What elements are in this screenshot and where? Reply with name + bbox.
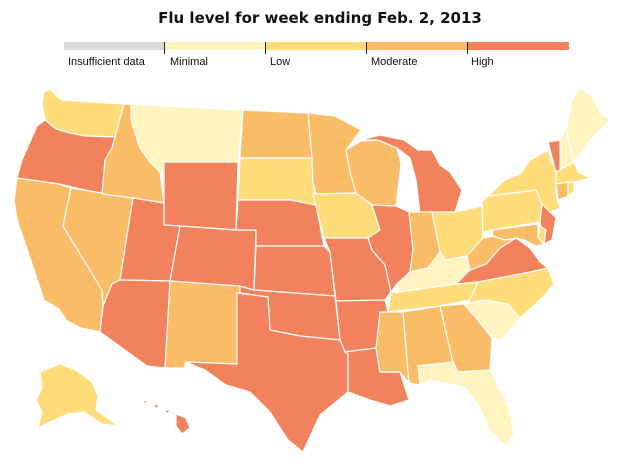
legend-tick [164, 42, 165, 54]
legend: Insufficient data Minimal Low Moderate H… [0, 0, 640, 80]
state-ND[interactable] [239, 109, 313, 159]
legend-swatch-moderate [366, 42, 467, 50]
state-FL[interactable] [417, 361, 515, 447]
state-RI[interactable] [567, 181, 575, 197]
legend-label-high: High [471, 56, 494, 68]
state-IL[interactable] [367, 204, 414, 293]
legend-label-insufficient: Insufficient data [68, 56, 145, 68]
state-WY[interactable] [163, 161, 239, 231]
state-ME[interactable] [565, 87, 611, 163]
legend-tick [467, 42, 468, 54]
state-MI[interactable] [359, 134, 463, 215]
map-title: Flu level for week ending Feb. 2, 2013 [158, 9, 482, 27]
legend-label-minimal: Minimal [170, 56, 208, 68]
legend-label-low: Low [270, 56, 291, 68]
legend-swatch-low [265, 42, 366, 50]
state-AZ[interactable] [99, 279, 171, 369]
state-AK[interactable] [35, 363, 119, 429]
state-SD[interactable] [237, 157, 317, 206]
legend-swatch-high [467, 42, 569, 50]
legend-tick [366, 42, 367, 54]
state-CO[interactable] [169, 225, 257, 291]
state-TX[interactable] [185, 292, 349, 453]
legend-tick [265, 42, 266, 54]
state-KS[interactable] [253, 245, 336, 297]
state-NM[interactable] [164, 280, 241, 369]
legend-swatch-insufficient [64, 42, 164, 50]
legend-swatch-minimal [164, 42, 265, 50]
state-CT[interactable] [555, 181, 569, 201]
state-HI[interactable] [141, 399, 191, 435]
state-MD[interactable] [491, 223, 545, 247]
legend-label-moderate: Moderate [371, 56, 418, 68]
